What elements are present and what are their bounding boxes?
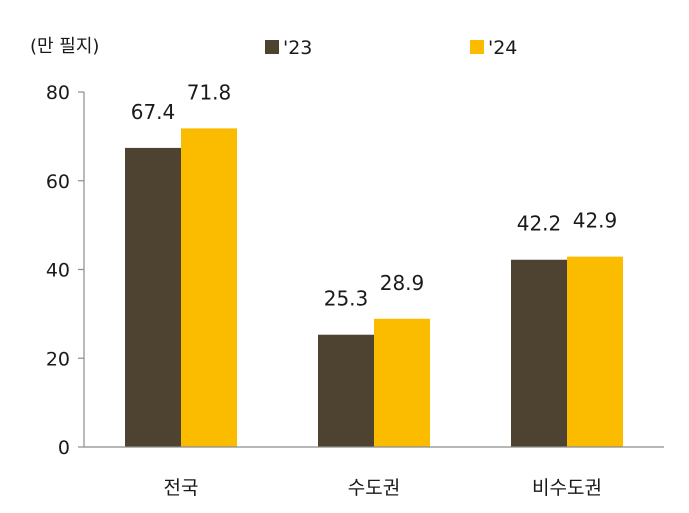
data-label: 67.4: [131, 100, 176, 124]
legend-label-23: '23: [283, 37, 312, 59]
legend: '23 '24: [265, 37, 517, 59]
bar: [318, 334, 374, 447]
value-labels: 67.4 71.8 25.3 28.9 42.2 42.9: [131, 80, 618, 310]
y-tick-label: 20: [46, 348, 70, 370]
data-label: 71.8: [187, 80, 232, 104]
x-axis: 전국 수도권 비수도권: [84, 446, 664, 499]
legend-label-24: '24: [488, 37, 517, 59]
y-tick-label: 60: [46, 171, 70, 193]
y-axis: 0 20 40 60 80: [46, 82, 85, 459]
x-category-label: 전국: [164, 477, 199, 499]
y-tick-label: 0: [58, 437, 70, 459]
bar: [511, 259, 567, 447]
bars: [125, 128, 623, 447]
data-label: 42.9: [573, 209, 618, 233]
data-label: 28.9: [380, 271, 425, 295]
y-tick-label: 40: [46, 260, 70, 282]
legend-swatch-23: [265, 40, 279, 54]
y-unit-label: (만 필지): [30, 36, 99, 57]
data-label: 42.2: [517, 212, 562, 236]
bar: [567, 256, 623, 447]
data-label: 25.3: [324, 287, 369, 311]
x-category-label: 수도권: [348, 477, 400, 499]
legend-swatch-24: [470, 40, 484, 54]
bar: [125, 147, 181, 447]
bar: [181, 128, 237, 447]
bar: [374, 318, 430, 447]
y-tick-label: 80: [46, 82, 70, 104]
x-category-label: 비수도권: [532, 477, 602, 499]
